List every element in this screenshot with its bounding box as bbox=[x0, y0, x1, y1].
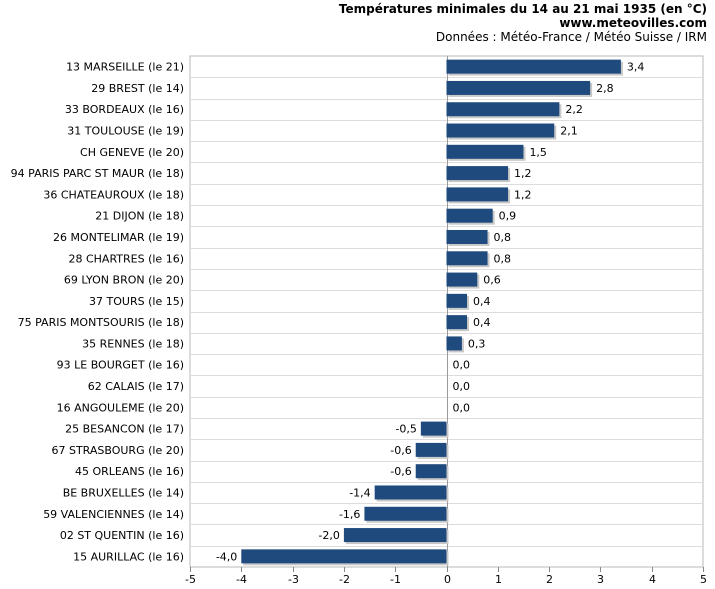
value-label: 0,0 bbox=[453, 380, 471, 393]
bar bbox=[420, 421, 447, 436]
bar bbox=[446, 80, 591, 95]
chart-title: Températures minimales du 14 au 21 mai 1… bbox=[338, 2, 707, 16]
x-tick-label: -5 bbox=[185, 573, 196, 586]
value-label: 0,8 bbox=[494, 231, 512, 244]
value-label: 0,6 bbox=[483, 274, 501, 287]
x-tick-label: 0 bbox=[444, 573, 451, 586]
category-label: 02 ST QUENTIN (le 16) bbox=[60, 529, 184, 542]
data-source: Données : Météo-France / Météo Suisse / … bbox=[435, 30, 707, 44]
value-label: 1,2 bbox=[514, 167, 532, 180]
value-label: 0,4 bbox=[473, 316, 491, 329]
value-label: 0,4 bbox=[473, 295, 491, 308]
category-label: 62 CALAIS (le 17) bbox=[88, 380, 184, 393]
bar bbox=[446, 315, 468, 330]
value-label: 0,3 bbox=[468, 337, 486, 350]
bar bbox=[446, 59, 621, 74]
category-label: 36 CHATEAUROUX (le 18) bbox=[43, 188, 184, 201]
bar bbox=[446, 251, 488, 266]
category-label: 35 RENNES (le 18) bbox=[82, 337, 184, 350]
bar bbox=[446, 144, 524, 159]
value-label: 3,4 bbox=[627, 61, 645, 74]
category-label: 29 BREST (le 14) bbox=[91, 82, 184, 95]
value-label: 2,8 bbox=[596, 82, 614, 95]
value-label: 0,8 bbox=[494, 252, 512, 265]
category-label: 31 TOULOUSE (le 19) bbox=[67, 125, 184, 138]
category-label: 21 DIJON (le 18) bbox=[95, 210, 184, 223]
x-tick-label: 2 bbox=[546, 573, 553, 586]
value-label: 1,2 bbox=[514, 188, 532, 201]
value-label: -0,5 bbox=[395, 423, 416, 436]
value-label: 2,1 bbox=[560, 125, 578, 138]
category-label: 15 AURILLAC (le 16) bbox=[73, 550, 184, 563]
bar bbox=[415, 464, 447, 479]
value-label: -0,6 bbox=[390, 444, 411, 457]
x-tick-label: -4 bbox=[236, 573, 247, 586]
value-label: -2,0 bbox=[318, 529, 339, 542]
category-label: 28 CHARTRES (le 16) bbox=[68, 252, 184, 265]
bar bbox=[415, 442, 447, 457]
category-label: 13 MARSEILLE (le 21) bbox=[66, 61, 184, 74]
bar bbox=[446, 272, 478, 287]
category-label: 37 TOURS (le 15) bbox=[89, 295, 184, 308]
category-label: 93 LE BOURGET (le 16) bbox=[57, 359, 184, 372]
value-label: 1,5 bbox=[529, 146, 547, 159]
x-tick-label: -1 bbox=[390, 573, 401, 586]
category-label: 45 ORLEANS (le 16) bbox=[75, 465, 184, 478]
x-tick-label: 1 bbox=[495, 573, 502, 586]
bar bbox=[446, 102, 560, 117]
bar bbox=[241, 549, 447, 564]
bar bbox=[364, 506, 447, 521]
site-name: www.meteovilles.com bbox=[559, 16, 707, 30]
category-label: 67 STRASBOURG (le 20) bbox=[51, 444, 184, 457]
chart-header: Températures minimales du 14 au 21 mai 1… bbox=[339, 2, 707, 44]
bar bbox=[446, 293, 468, 308]
bar bbox=[374, 485, 447, 500]
category-label: BE BRUXELLES (le 14) bbox=[63, 486, 184, 499]
value-label: -0,6 bbox=[390, 465, 411, 478]
value-label: 0,9 bbox=[499, 210, 517, 223]
bar bbox=[446, 187, 509, 202]
x-tick-label: -2 bbox=[339, 573, 350, 586]
bar bbox=[446, 336, 462, 351]
value-label: 0,0 bbox=[453, 359, 471, 372]
bar bbox=[446, 166, 509, 181]
bar bbox=[343, 528, 447, 543]
bar bbox=[446, 123, 555, 138]
category-label: 75 PARIS MONTSOURIS (le 18) bbox=[18, 316, 184, 329]
category-label: CH GENEVE (le 20) bbox=[80, 146, 184, 159]
x-tick-label: 4 bbox=[649, 573, 656, 586]
category-label: 33 BORDEAUX (le 16) bbox=[65, 103, 184, 116]
x-tick-label: -3 bbox=[288, 573, 299, 586]
category-label: 94 PARIS PARC ST MAUR (le 18) bbox=[11, 167, 184, 180]
category-label: 59 VALENCIENNES (le 14) bbox=[43, 508, 184, 521]
category-label: 16 ANGOULEME (le 20) bbox=[57, 401, 184, 414]
value-label: -4,0 bbox=[216, 550, 237, 563]
x-tick-label: 3 bbox=[597, 573, 604, 586]
bar bbox=[446, 208, 493, 223]
category-label: 69 LYON BRON (le 20) bbox=[64, 274, 184, 287]
value-label: 2,2 bbox=[565, 103, 583, 116]
x-tick-label: 5 bbox=[700, 573, 707, 586]
category-label: 25 BESANCON (le 17) bbox=[65, 423, 184, 436]
value-label: 0,0 bbox=[453, 401, 471, 414]
value-label: -1,6 bbox=[339, 508, 360, 521]
bar bbox=[446, 229, 488, 244]
category-label: 26 MONTELIMAR (le 19) bbox=[53, 231, 184, 244]
value-label: -1,4 bbox=[349, 486, 370, 499]
